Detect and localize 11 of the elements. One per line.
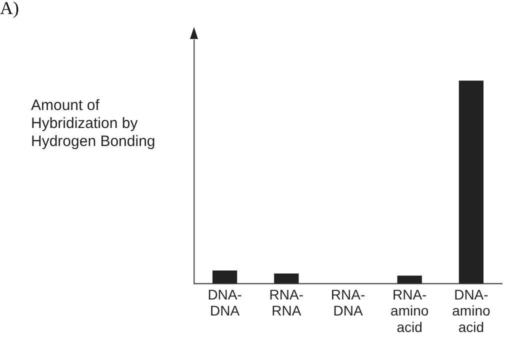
x-tick-label: RNA-RNA (269, 286, 304, 319)
bar (397, 276, 422, 284)
text: A) (0, 0, 19, 19)
y-axis-title: Amount of Hybridization by Hydrogen Bonding (31, 97, 156, 151)
bar (274, 274, 299, 284)
x-tick-label: RNA-amino acid (390, 286, 429, 335)
x-tick-label: RNA-DNA (330, 286, 366, 319)
x-tick-label: DNA-amino acid (452, 286, 490, 335)
bar (458, 80, 484, 284)
x-tick-label: DNA-DNA (208, 286, 242, 319)
bar (212, 270, 238, 284)
